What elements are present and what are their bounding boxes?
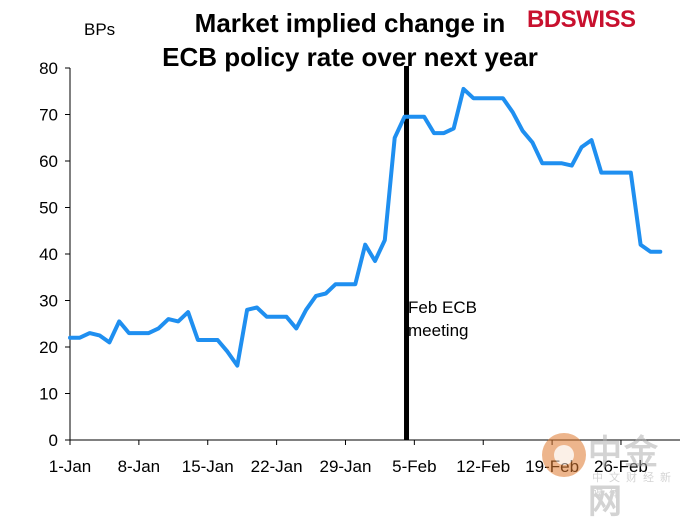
x-tick-label: 12-Feb: [456, 457, 510, 476]
title-line-2: ECB policy rate over next year: [162, 42, 538, 72]
y-tick-label: 40: [39, 245, 58, 264]
y-tick-label: 0: [49, 431, 58, 450]
event-annotation-line2: meeting: [408, 321, 469, 340]
y-tick-label: 50: [39, 199, 58, 218]
x-tick-label: 5-Feb: [392, 457, 436, 476]
watermark-subtext: 中文财经新媒体: [592, 471, 677, 500]
y-axis-unit-label: BPs: [84, 20, 116, 39]
x-tick-label: 15-Jan: [182, 457, 234, 476]
x-tick-label: 29-Jan: [319, 457, 371, 476]
y-tick-label: 10: [39, 385, 58, 404]
series-line: [68, 86, 663, 368]
watermark-logo-icon: [542, 433, 586, 477]
y-tick-label: 60: [39, 152, 58, 171]
x-tick-label: 22-Jan: [251, 457, 303, 476]
brand-bd: BD: [527, 6, 561, 33]
y-tick-label: 80: [39, 59, 58, 78]
brand-swiss: SWISS: [560, 6, 636, 33]
line-chart: 0 10 20 30 40 50 60 70 80 1-Jan 8-Jan 15-Jan 22-Jan 2…: [39, 59, 680, 476]
y-tick-label: 30: [39, 292, 58, 311]
event-annotation-line1: Feb ECB: [408, 298, 477, 317]
x-tick-label: 8-Jan: [118, 457, 161, 476]
y-tick-label: 70: [39, 106, 58, 125]
title-line-1: Market implied change in: [194, 8, 506, 38]
x-tick-label: 26-Feb: [594, 457, 648, 476]
watermark: 中金网 中文财经新媒体: [540, 425, 690, 522]
brand-logo: BDSWISS: [527, 6, 636, 34]
x-tick-label: 1-Jan: [49, 457, 92, 476]
y-tick-label: 20: [39, 338, 58, 357]
chart-title: Market implied change in ECB policy rate…: [120, 6, 580, 74]
